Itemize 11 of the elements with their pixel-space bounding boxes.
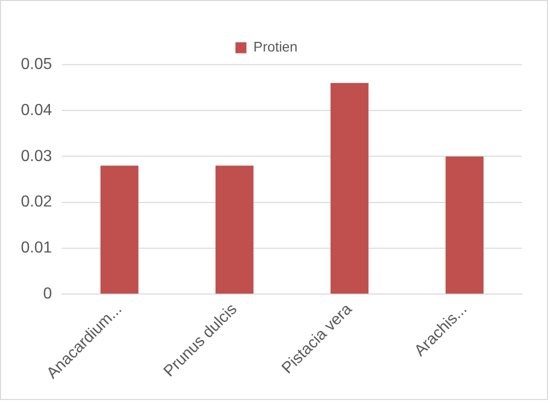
bar (446, 156, 484, 294)
y-tick-label: 0.01 (20, 240, 52, 257)
y-tick-label: 0 (43, 286, 52, 303)
legend-label: Protien (253, 38, 298, 55)
y-tick-label: 0.02 (20, 194, 52, 211)
y-tick-label: 0.05 (20, 56, 52, 74)
y-tick-label: 0.03 (20, 148, 52, 165)
y-tick-label: 0.04 (20, 102, 52, 119)
bar (100, 166, 138, 294)
bar (216, 166, 254, 294)
bar (330, 83, 369, 294)
